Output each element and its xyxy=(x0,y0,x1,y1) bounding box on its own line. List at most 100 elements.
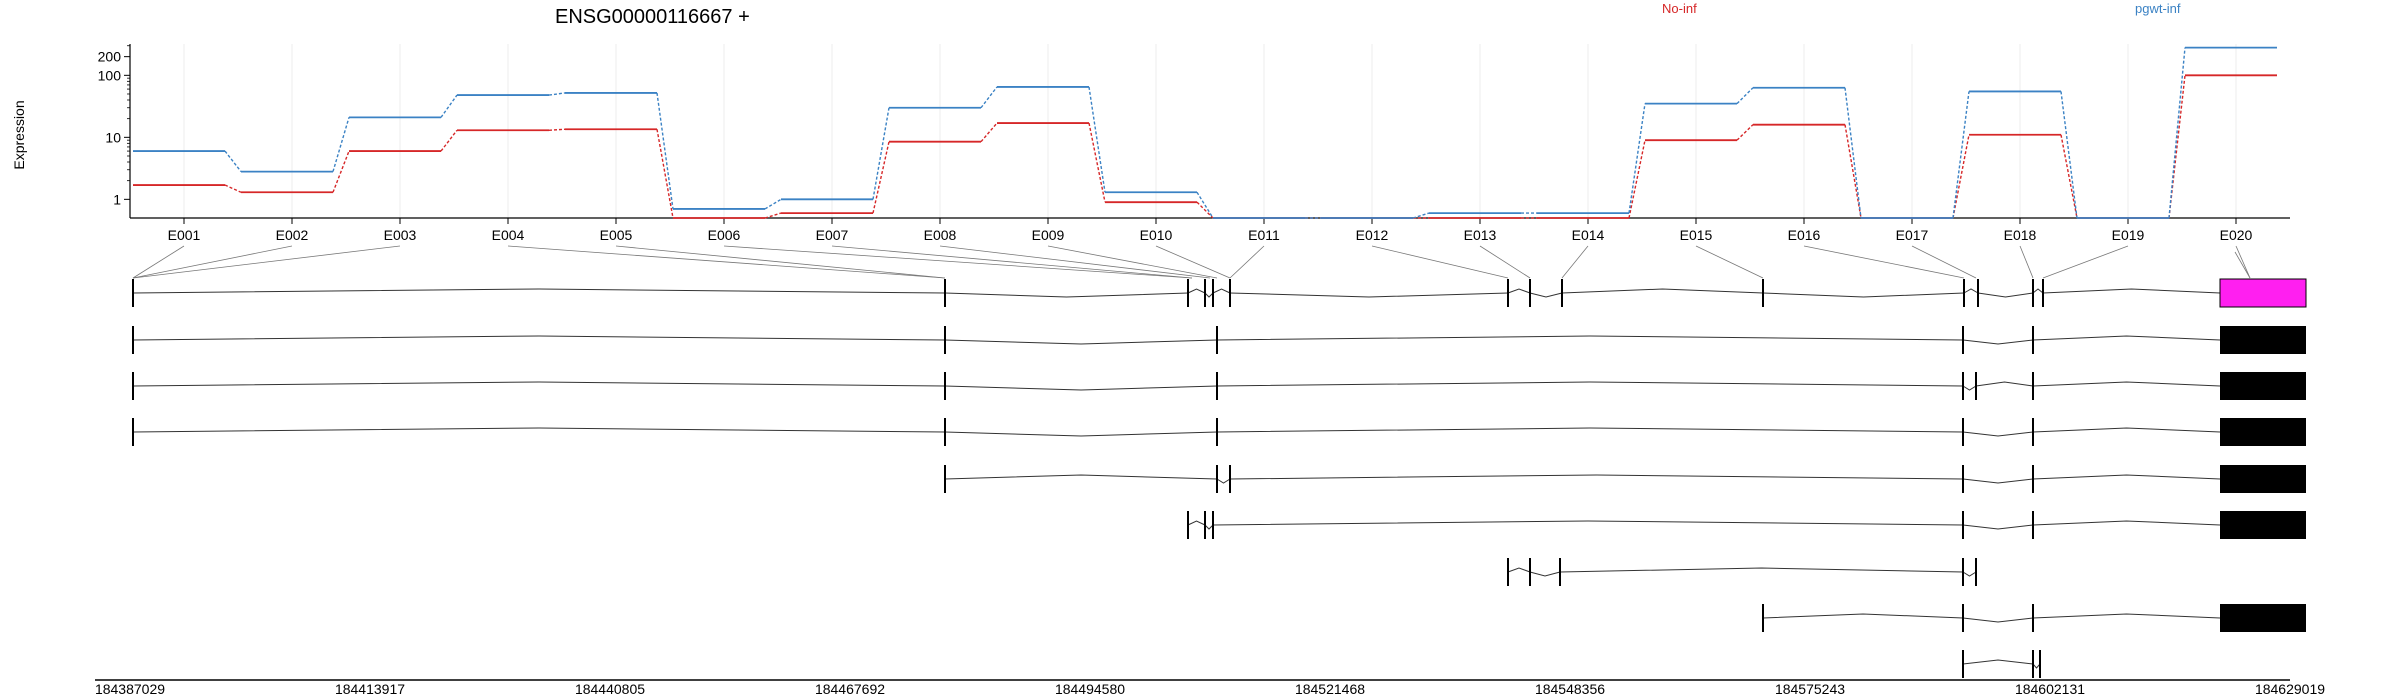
series-connector xyxy=(2060,91,2078,219)
series-pgwt-inf xyxy=(133,46,2277,219)
genome-tick-label: 184387029 xyxy=(95,681,165,697)
series-connector xyxy=(1088,86,1106,193)
exon xyxy=(1561,279,1563,307)
exon xyxy=(2032,418,2034,446)
series-connector xyxy=(656,92,674,210)
legend-pgwt-inf: pgwt-inf xyxy=(2135,1,2181,16)
intron xyxy=(1977,292,2034,298)
series-connector xyxy=(1088,122,1106,203)
exon-bin-label: E009 xyxy=(1032,227,1065,243)
transcript-1 xyxy=(2220,326,2306,354)
legend-no-inf: No-inf xyxy=(1662,1,1697,16)
exon-bin-label: E003 xyxy=(384,227,417,243)
series-connector xyxy=(1736,124,1754,141)
intron xyxy=(2032,381,2221,387)
intron xyxy=(944,385,1218,391)
bin-connector xyxy=(1911,245,1977,279)
bin-connector xyxy=(507,245,946,279)
intron xyxy=(1529,571,1561,577)
series-connector xyxy=(872,107,890,200)
intron xyxy=(1507,288,1531,294)
bin-connector xyxy=(1229,245,1265,279)
y-axis-label: Expression xyxy=(11,100,27,169)
exon xyxy=(1507,558,1509,586)
exon xyxy=(944,418,946,446)
bin-connector xyxy=(2019,245,2034,279)
exon xyxy=(1975,372,1977,400)
intron xyxy=(2032,474,2221,480)
y-tick-label: 1 xyxy=(113,191,121,207)
exon-block xyxy=(2220,511,2306,539)
intron xyxy=(1229,474,1964,480)
exon xyxy=(2032,372,2034,400)
exon xyxy=(1962,465,1964,493)
intron xyxy=(1962,659,2034,665)
genome-tick-label: 184548356 xyxy=(1535,681,1605,697)
transcript-3 xyxy=(2220,418,2306,446)
exon-bin-label: E013 xyxy=(1464,227,1497,243)
exon xyxy=(2039,650,2041,678)
intron xyxy=(1212,520,1964,526)
bin-connector xyxy=(2234,251,2251,279)
series-connector xyxy=(656,129,674,219)
intron xyxy=(1204,524,1214,530)
exon-bin-label: E002 xyxy=(276,227,309,243)
exon xyxy=(944,279,946,307)
bin-connector xyxy=(132,245,293,279)
intron xyxy=(944,474,1218,480)
bin-connector xyxy=(132,245,401,279)
series-connector xyxy=(2168,47,2186,219)
intron xyxy=(2032,335,2221,341)
exon-block xyxy=(2220,418,2306,446)
bin-connector xyxy=(2235,245,2251,279)
bin-connector xyxy=(723,245,1193,279)
exon-bin-label: E017 xyxy=(1896,227,1929,243)
exon xyxy=(1204,279,1206,307)
series-connector xyxy=(1844,124,1862,219)
bin-connector xyxy=(831,245,1193,279)
exon xyxy=(944,326,946,354)
intron xyxy=(1507,567,1531,573)
intron xyxy=(1962,524,2034,530)
exon xyxy=(1963,279,1965,307)
series-connector xyxy=(764,198,782,210)
intron xyxy=(132,381,946,387)
intron xyxy=(1561,288,1764,294)
exon xyxy=(1529,558,1531,586)
genome-tick-label: 184575243 xyxy=(1775,681,1845,697)
exon xyxy=(1559,558,1561,586)
series-connector xyxy=(1952,91,1970,219)
intron xyxy=(1962,339,2034,345)
intron xyxy=(1216,381,1964,387)
exon-bin-label: E005 xyxy=(600,227,633,243)
exon xyxy=(1962,650,1964,678)
bin-connector xyxy=(132,245,185,279)
exon xyxy=(1962,604,1964,632)
exon xyxy=(2032,465,2034,493)
exon-block xyxy=(2220,326,2306,354)
exon-block xyxy=(2220,604,2306,632)
exon xyxy=(1187,279,1189,307)
intron xyxy=(2042,288,2221,294)
bin-connector xyxy=(1155,245,1231,279)
series-connector xyxy=(764,212,782,219)
genome-tick-label: 184521468 xyxy=(1295,681,1365,697)
intron xyxy=(1216,478,1231,484)
intron xyxy=(1204,292,1214,298)
series-connector xyxy=(1628,140,1646,219)
exon xyxy=(2032,326,2034,354)
series-connector xyxy=(1196,191,1214,219)
exon-bin-label: E004 xyxy=(492,227,525,243)
intron xyxy=(1975,381,2034,387)
intron xyxy=(1962,431,2034,437)
exon xyxy=(2032,650,2034,678)
genome-tick-label: 184494580 xyxy=(1055,681,1125,697)
intron xyxy=(1962,617,2034,623)
series-connector xyxy=(872,141,890,214)
intron xyxy=(1962,385,1977,391)
bin-connector xyxy=(1803,245,1965,279)
exon xyxy=(1962,558,1964,586)
intron xyxy=(2032,520,2221,526)
intron xyxy=(132,335,946,341)
